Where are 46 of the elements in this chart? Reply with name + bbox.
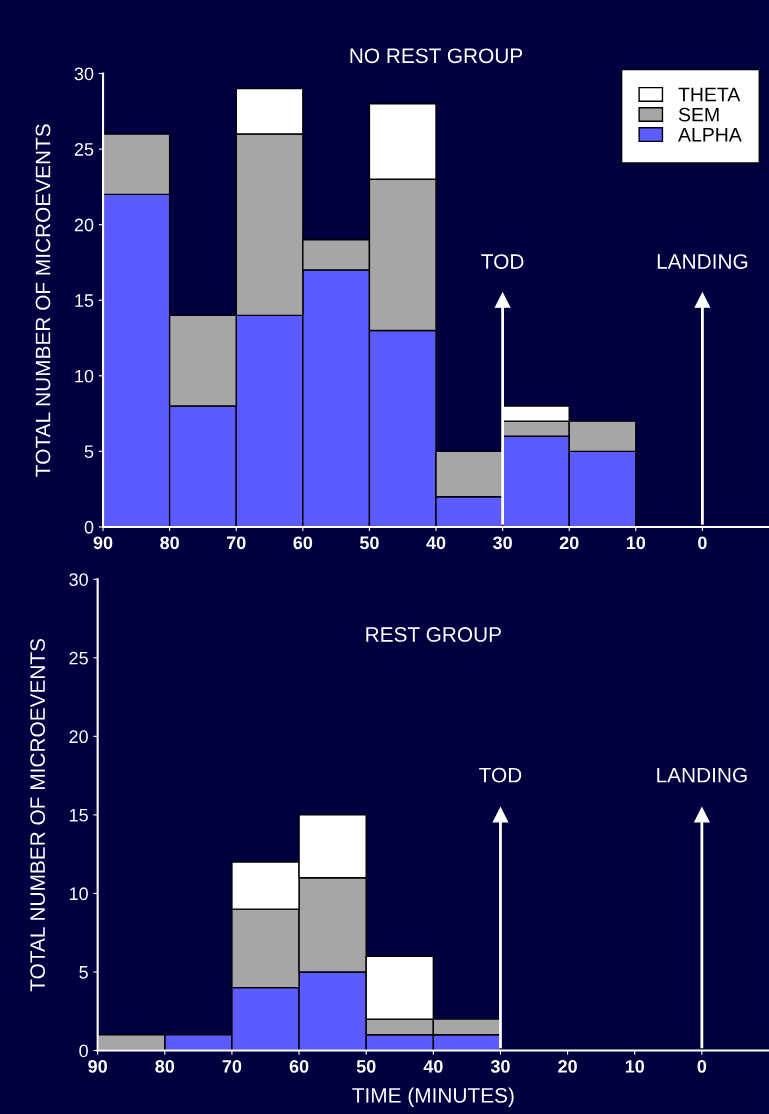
x-tick-label: 0	[697, 1060, 707, 1073]
legend-label: SEM	[678, 107, 719, 122]
text: REST GROUP	[366, 627, 501, 642]
chart-title: NO REST GROUP	[350, 48, 523, 64]
y-tick-label: 0	[84, 520, 94, 534]
y-tick-label: 10	[75, 369, 94, 383]
x-tick-label: 10	[626, 536, 646, 550]
ref-line-label: TOD	[481, 254, 524, 269]
y-tick-label: 15	[69, 809, 88, 822]
legend-label: THETA	[678, 87, 741, 102]
y-tick-label: 25	[69, 651, 88, 665]
x-tick-label: 50	[359, 536, 379, 550]
x-tick-label: 10	[625, 1060, 645, 1073]
y-tick-label: 25	[74, 143, 94, 156]
legend-label: ALPHA	[678, 128, 742, 142]
ref-line-label: LANDING	[657, 254, 748, 269]
x-tick-label: 60	[289, 1060, 309, 1073]
x-axis-title: TIME (MINUTES)	[352, 1087, 514, 1107]
ref-line-label: TOD	[479, 767, 522, 783]
y-tick-label: 30	[69, 573, 88, 586]
x-tick-label: 80	[160, 536, 179, 550]
x-tick-label: 0	[698, 536, 707, 550]
y-tick-label: 5	[84, 445, 94, 459]
y-axis-title: TOTAL NUMBER OF MICROEVENTS	[35, 124, 51, 477]
x-tick-label: 80	[155, 1060, 175, 1073]
y-tick-label: 20	[74, 218, 94, 232]
x-tick-label: 90	[93, 536, 113, 550]
x-tick-label: 60	[293, 536, 313, 550]
x-tick-label: 40	[423, 1060, 443, 1073]
y-axis-title: TOTAL NUMBER OF MICROEVENTS	[30, 638, 45, 992]
y-tick-label: 5	[79, 966, 88, 979]
x-tick-label: 30	[490, 1060, 510, 1073]
x-tick-label: 50	[356, 1060, 376, 1073]
x-tick-label: 20	[558, 1060, 577, 1073]
x-tick-label: 90	[88, 1060, 107, 1073]
y-tick-label: 30	[74, 67, 94, 81]
ref-line-label: LANDING	[657, 767, 747, 783]
y-tick-label: 10	[69, 887, 88, 901]
x-tick-label: 70	[226, 536, 246, 550]
y-tick-label: 0	[79, 1044, 88, 1058]
x-tick-label: 40	[426, 536, 446, 550]
x-tick-label: 20	[559, 536, 579, 550]
x-tick-label: 30	[492, 536, 512, 550]
y-tick-label: 15	[75, 294, 94, 307]
x-tick-label: 70	[222, 1060, 242, 1073]
y-tick-label: 20	[69, 730, 88, 744]
